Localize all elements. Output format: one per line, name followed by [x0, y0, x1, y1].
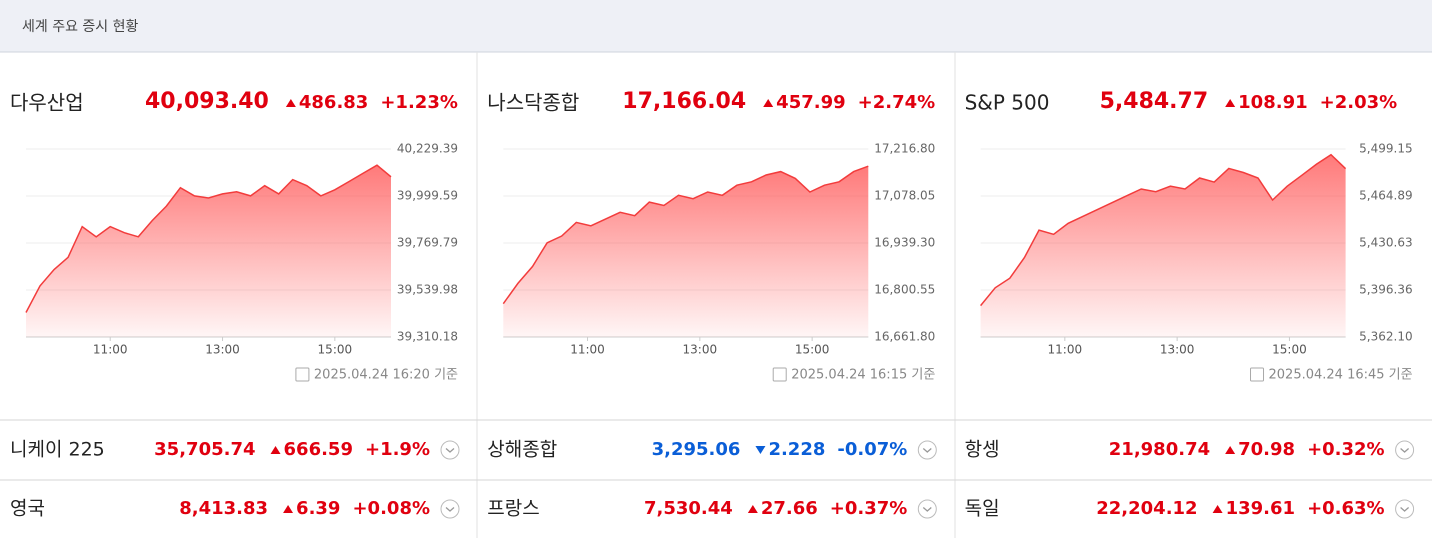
chevron	[445, 448, 455, 453]
y-tick-label: 5,499.15	[1359, 142, 1412, 156]
y-tick-label: 5,396.36	[1359, 283, 1412, 297]
index-value: 7,530.44	[644, 498, 733, 519]
y-tick-label: 39,539.98	[397, 283, 458, 297]
index-change: 6.39	[296, 498, 340, 519]
y-tick-label: 5,464.89	[1359, 188, 1412, 202]
x-tick-label: 13:00	[683, 343, 718, 357]
direction-arrow	[285, 99, 296, 107]
expand-button	[1395, 440, 1415, 460]
expand-button	[1395, 499, 1415, 519]
calendar-icon	[1250, 367, 1265, 382]
index-pct: -0.07%	[837, 439, 907, 460]
y-tick-label: 39,310.18	[397, 330, 458, 344]
y-tick-label: 5,362.10	[1359, 330, 1412, 344]
index-change: 108.91	[1238, 92, 1307, 113]
index-name: 상해종합	[487, 439, 557, 461]
index-name: 니케이 225	[10, 439, 105, 461]
y-tick-label: 39,999.59	[397, 188, 458, 202]
expand-button	[917, 440, 937, 460]
index-name: 다우산업	[10, 91, 84, 115]
timestamp: 2025.04.24 16:45 기준	[1269, 368, 1413, 383]
timestamp: 2025.04.24 16:20 기준	[314, 368, 458, 383]
index-pct: +0.32%	[1307, 439, 1385, 460]
direction-arrow	[747, 505, 758, 513]
x-tick-label: 15:00	[1272, 343, 1307, 357]
area	[980, 154, 1346, 337]
chevron	[445, 507, 455, 512]
index-pct: +0.37%	[830, 498, 908, 519]
index-pct: +1.9%	[365, 439, 430, 460]
index-pct: +2.74%	[858, 92, 936, 113]
chevron	[1400, 448, 1410, 453]
index-name: S&P 500	[965, 91, 1050, 115]
direction-arrow	[1212, 505, 1223, 513]
y-tick-label: 17,078.05	[874, 189, 935, 203]
index-pct: +0.63%	[1307, 498, 1385, 519]
y-tick-label: 16,800.55	[874, 283, 935, 297]
x-tick-label: 15:00	[318, 343, 353, 357]
calendar-icon	[295, 367, 310, 382]
index-pct: +1.23%	[380, 92, 458, 113]
index-value: 40,093.40	[145, 89, 269, 114]
index-value: 3,295.06	[652, 439, 741, 460]
index-change: 70.98	[1238, 439, 1295, 460]
index-change: 457.99	[776, 92, 845, 113]
x-tick-label: 15:00	[795, 343, 830, 357]
y-tick-label: 40,229.39	[397, 142, 458, 156]
line	[980, 153, 1347, 307]
x-tick-label: 11:00	[1048, 343, 1083, 357]
line	[25, 164, 392, 313]
x-tick-label: 13:00	[1160, 343, 1195, 357]
line	[502, 165, 869, 305]
area	[503, 166, 869, 337]
index-name: 독일	[965, 498, 1000, 520]
index-change: 139.61	[1226, 498, 1295, 519]
x-tick-label: 11:00	[93, 343, 128, 357]
direction-arrow	[763, 99, 774, 107]
index-value: 17,166.04	[622, 89, 746, 114]
chevron	[922, 448, 932, 453]
y-tick-label: 39,769.79	[397, 235, 458, 249]
expand-button	[917, 499, 937, 519]
expand-button	[440, 440, 460, 460]
x-tick-label: 11:00	[570, 343, 605, 357]
index-name: 프랑스	[487, 498, 539, 520]
direction-arrow	[1225, 446, 1236, 454]
header-title: 세계 주요 증시 현황	[22, 19, 139, 35]
index-value: 8,413.83	[179, 498, 268, 519]
direction-arrow	[1225, 99, 1236, 107]
index-value: 21,980.74	[1109, 439, 1210, 460]
direction-arrow	[283, 505, 294, 513]
y-tick-label: 16,661.80	[874, 330, 935, 344]
index-change: 2.228	[768, 439, 825, 460]
direction-arrow	[755, 446, 766, 454]
index-value: 5,484.77	[1100, 89, 1209, 114]
direction-arrow	[270, 446, 281, 454]
expand-button	[440, 499, 460, 519]
index-change: 666.59	[284, 439, 353, 460]
index-value: 22,204.12	[1096, 498, 1197, 519]
index-change: 27.66	[761, 498, 818, 519]
timestamp: 2025.04.24 16:15 기준	[791, 368, 935, 383]
index-change: 486.83	[299, 92, 368, 113]
y-tick-label: 17,216.80	[874, 142, 935, 156]
area	[26, 165, 391, 337]
index-pct: +0.08%	[352, 498, 430, 519]
chevron	[1400, 507, 1410, 512]
index-name: 영국	[10, 498, 45, 520]
index-name: 나스닥종합	[487, 91, 579, 115]
y-tick-label: 16,939.30	[874, 236, 935, 250]
y-tick-label: 5,430.63	[1359, 235, 1412, 249]
chevron	[922, 507, 932, 512]
calendar-icon	[772, 367, 787, 382]
header-bar	[0, 0, 1432, 52]
x-tick-label: 13:00	[205, 343, 240, 357]
index-value: 35,705.74	[154, 439, 255, 460]
index-name: 항셍	[965, 439, 1000, 461]
index-pct: +2.03%	[1320, 92, 1398, 113]
